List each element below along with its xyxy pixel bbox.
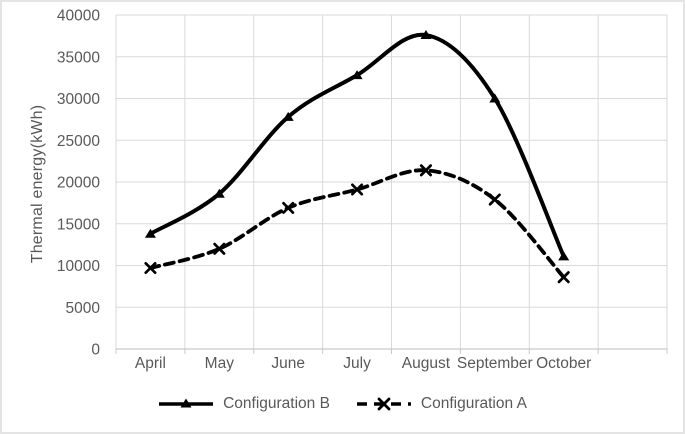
x-category-label: May	[205, 355, 235, 372]
chart-legend: Configuration B Configuration A	[2, 395, 683, 413]
x-category-label: April	[135, 355, 166, 372]
legend-label-configuration-a: Configuration A	[420, 395, 527, 412]
x-category-label: September	[457, 355, 533, 372]
marker-triangle-configuration-b	[282, 111, 294, 121]
y-axis-title: Thermal energy(kWh)	[29, 104, 46, 264]
legend-label-configuration-b: Configuration B	[223, 395, 330, 412]
y-tick-label: 10000	[57, 258, 100, 275]
x-category-label: June	[271, 355, 305, 372]
x-category-label: October	[536, 355, 591, 372]
legend-swatch-dashed-line-x-icon	[356, 397, 411, 411]
marker-x-configuration-a	[419, 164, 432, 177]
x-category-label: July	[343, 355, 371, 372]
y-tick-label: 25000	[57, 133, 100, 150]
marker-x-configuration-a	[351, 183, 364, 196]
marker-triangle-configuration-b	[558, 251, 570, 261]
legend-item-configuration-a: Configuration A	[356, 395, 527, 413]
x-category-label: August	[402, 355, 451, 372]
marker-x-configuration-a	[213, 242, 226, 255]
marker-triangle-configuration-b	[144, 228, 156, 238]
y-tick-label: 20000	[57, 175, 100, 192]
marker-x-configuration-a	[144, 261, 157, 275]
marker-triangle-configuration-b	[420, 30, 432, 40]
legend-swatch-solid-line-triangle-icon	[159, 398, 214, 408]
y-tick-label: 35000	[57, 49, 100, 66]
y-tick-label: 15000	[57, 216, 100, 233]
y-tick-label: 40000	[57, 8, 100, 25]
y-tick-label: 30000	[57, 91, 100, 108]
y-tick-label: 5000	[66, 300, 101, 317]
series-line-configuration-b	[148, 32, 566, 259]
marker-x-configuration-a	[488, 193, 501, 206]
marker-x-configuration-a	[282, 201, 295, 214]
marker-triangle-configuration-b	[351, 70, 363, 80]
marker-x-configuration-a	[557, 271, 570, 284]
marker-triangle-configuration-b	[213, 188, 225, 198]
marker-triangle-configuration-b	[489, 93, 501, 103]
legend-item-configuration-b: Configuration B	[158, 395, 330, 413]
y-tick-label: 0	[91, 342, 100, 359]
